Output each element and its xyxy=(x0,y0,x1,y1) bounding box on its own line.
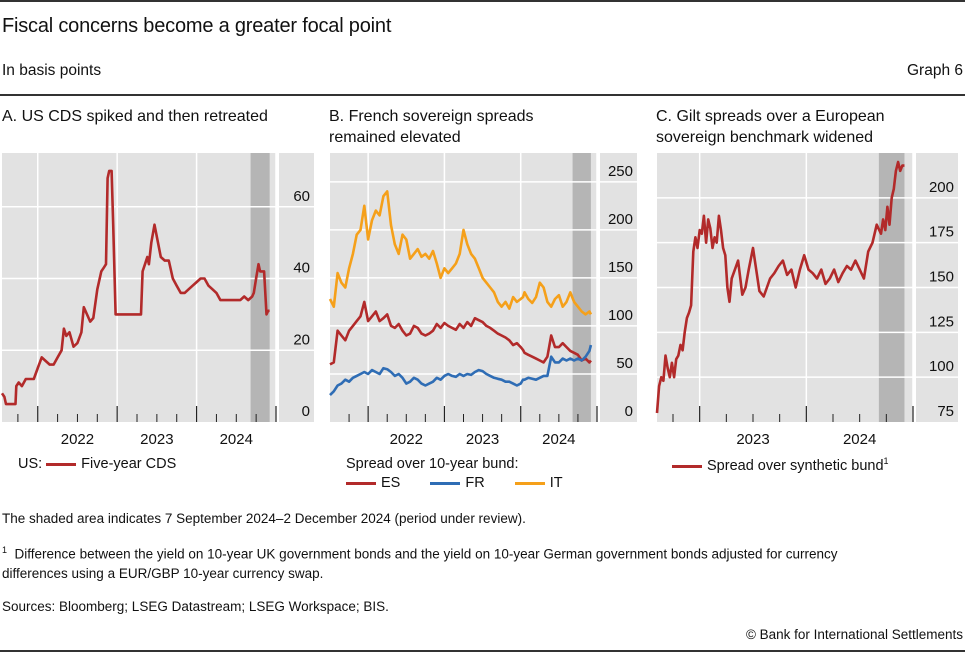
y-axis-area xyxy=(279,153,314,422)
chart-panel-b: 0 50 100 150 200 250 2022 2023 2024 xyxy=(328,153,637,448)
x-tick-label: 2023 xyxy=(466,431,499,448)
series-line-it xyxy=(328,190,593,316)
top-rule xyxy=(0,0,965,2)
units-subtitle: In basis points xyxy=(2,62,102,79)
y-tick-label: 150 xyxy=(608,259,633,276)
footnote-marker: 1 xyxy=(883,456,889,466)
x-tick-label: 2024 xyxy=(843,431,876,448)
shaded-period xyxy=(572,153,591,422)
y-tick-label: 0 xyxy=(625,403,633,420)
legend-swatch-fr xyxy=(430,481,461,485)
legend-panel-b: Spread over 10-year bund: ES FR IT xyxy=(346,456,563,491)
y-tick-label: 250 xyxy=(608,163,633,180)
bottom-rule xyxy=(0,650,965,652)
series-line-fr xyxy=(329,344,593,397)
x-tick-label: 2024 xyxy=(542,431,575,448)
y-tick-label: 100 xyxy=(929,358,954,375)
series-line-es xyxy=(329,300,592,366)
graph-number: Graph 6 xyxy=(906,62,963,79)
legend-swatch-cds xyxy=(46,462,77,466)
legend-label-cds: Five-year CDS xyxy=(81,456,177,472)
shaded-area-note: The shaded area indicates 7 September 20… xyxy=(2,511,526,526)
y-tick-label: 20 xyxy=(293,331,310,348)
series-line-spread-over-synthetic-bund xyxy=(655,160,905,414)
x-tick-label: 2024 xyxy=(220,431,253,448)
footnote-text-line1: Difference between the yield on 10-year … xyxy=(14,546,838,562)
y-tick-label: 75 xyxy=(937,403,954,420)
chart-panel-a: 0 20 40 60 2022 2023 2024 xyxy=(0,153,314,448)
panel-c-title: C. Gilt spreads over a European sovereig… xyxy=(656,108,885,146)
legend-label-gilt: Spread over synthetic bund xyxy=(707,457,884,474)
legend-prefix: US: xyxy=(18,456,43,472)
y-tick-label: 100 xyxy=(608,307,633,324)
y-tick-label: 200 xyxy=(608,211,633,228)
legend-swatch-it xyxy=(514,481,545,485)
legend-swatch-es xyxy=(346,481,376,485)
y-tick-label: 200 xyxy=(929,179,954,196)
header-rule xyxy=(0,94,965,96)
footnote-mark: 1 xyxy=(2,545,8,555)
x-tick-label: 2023 xyxy=(736,431,769,448)
legend-label-es: ES xyxy=(381,475,401,491)
y-tick-label: 50 xyxy=(616,355,633,372)
legend-swatch-gilt xyxy=(672,464,702,468)
page-title: Fiscal concerns become a greater focal p… xyxy=(2,15,392,37)
x-tick-label: 2023 xyxy=(140,431,173,448)
footnote-1: 1 Difference between the yield on 10-yea… xyxy=(2,545,838,562)
shaded-period xyxy=(250,153,270,422)
sources-note: Sources: Bloomberg; LSEG Datastream; LSE… xyxy=(2,599,389,614)
series-line-five-year-cds xyxy=(0,169,270,406)
y-tick-label: 175 xyxy=(929,224,954,241)
legend-label-it: IT xyxy=(549,475,563,491)
legend-panel-c: Spread over synthetic bund1 xyxy=(672,456,889,474)
y-tick-label: 0 xyxy=(302,403,310,420)
x-tick-label: 2022 xyxy=(390,431,423,448)
legend-panel-a: US: Five-year CDS xyxy=(18,456,176,472)
chart-panel-c: 75 100 125 150 175 200 2023 2024 xyxy=(655,153,958,448)
y-tick-label: 150 xyxy=(929,269,954,286)
copyright: © Bank for International Settlements xyxy=(745,627,963,642)
legend-label-fr: FR xyxy=(465,475,485,491)
y-axis-area xyxy=(600,153,637,422)
plot-area xyxy=(330,153,597,422)
panel-a-title: A. US CDS spiked and then retreated xyxy=(2,108,268,125)
panel-b-title: B. French sovereign spreads remained ele… xyxy=(329,108,534,146)
legend-prefix: Spread over 10-year bund: xyxy=(346,456,519,472)
y-tick-label: 125 xyxy=(929,313,954,330)
x-tick-label: 2022 xyxy=(61,431,94,448)
y-tick-label: 40 xyxy=(293,260,310,277)
plot-area xyxy=(2,153,276,422)
footnote-text-line2: differences using a EUR/GBP 10-year curr… xyxy=(2,566,324,581)
y-tick-label: 60 xyxy=(293,188,310,205)
